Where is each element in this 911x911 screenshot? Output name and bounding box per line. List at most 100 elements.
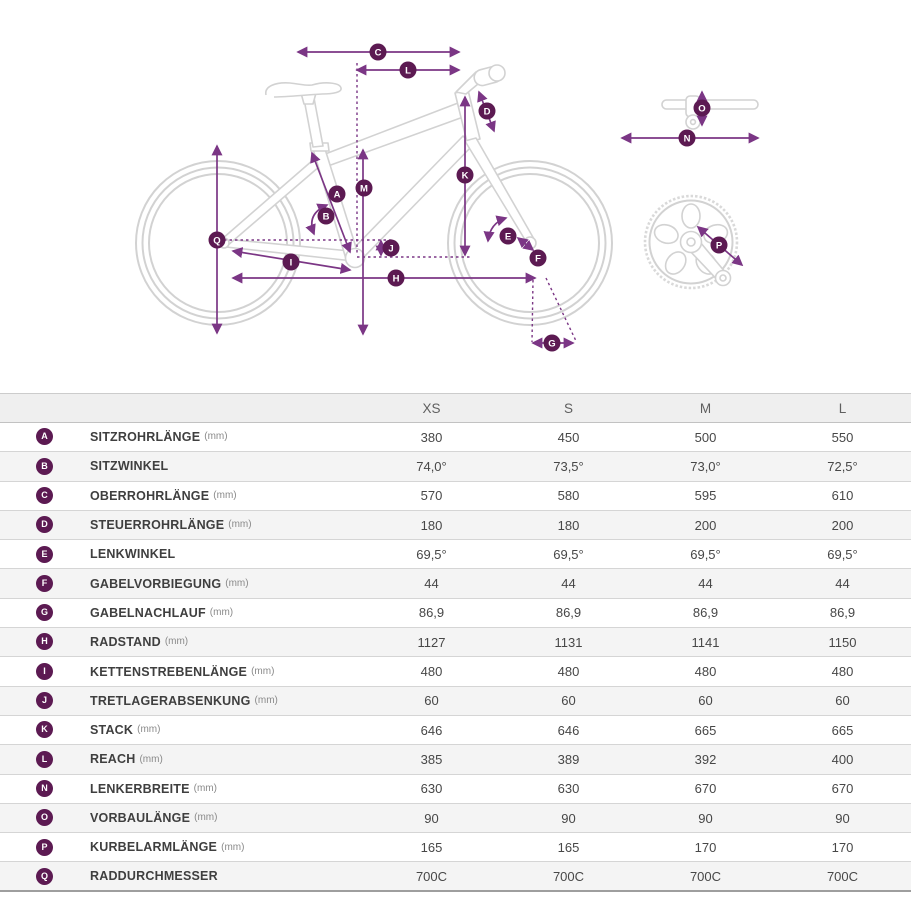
spec-value: 385 bbox=[420, 751, 443, 767]
dim-badge-o bbox=[693, 99, 711, 117]
table-row: K STACK (mm) 646 646 665 665 bbox=[0, 715, 911, 745]
spec-value: 700C bbox=[415, 868, 448, 884]
spec-value: 480 bbox=[420, 664, 443, 680]
dim-badge-letter: C bbox=[375, 47, 382, 58]
spec-value: 480 bbox=[557, 664, 580, 680]
spec-value: 570 bbox=[420, 488, 443, 504]
row-label: KURBELARMLÄNGE bbox=[90, 840, 218, 855]
row-letter-badge: A bbox=[36, 428, 53, 446]
spec-value: 74,0° bbox=[416, 458, 447, 474]
dim-arc-b bbox=[305, 203, 329, 236]
dim-badge-i bbox=[282, 253, 300, 271]
front-wheel bbox=[447, 160, 613, 326]
row-label: RADSTAND bbox=[90, 634, 161, 649]
dim-badge-q bbox=[208, 231, 226, 249]
table-row: Q RADDURCHMESSER 700C 700C 700C 700C bbox=[0, 861, 911, 892]
dim-line-f bbox=[516, 236, 535, 252]
row-letter-badge: F bbox=[36, 574, 53, 592]
row-unit: (mm) bbox=[228, 519, 252, 531]
dim-badge-c bbox=[369, 43, 387, 61]
spec-value: 700C bbox=[689, 868, 722, 884]
spec-value: 73,0° bbox=[690, 458, 721, 474]
dim-badge-letter: I bbox=[290, 257, 293, 268]
spec-value: 165 bbox=[557, 839, 580, 855]
row-letter-badge: I bbox=[36, 662, 53, 680]
table-row: P KURBELARMLÄNGE (mm) 165 165 170 170 bbox=[0, 832, 911, 862]
row-unit: (mm) bbox=[137, 724, 161, 736]
table-row: J TRETLAGERABSENKUNG (mm) 60 60 60 60 bbox=[0, 686, 911, 716]
row-unit: (mm) bbox=[193, 782, 217, 794]
spec-value: 44 bbox=[698, 576, 713, 592]
row-label: TRETLAGERABSENKUNG bbox=[90, 693, 251, 708]
spec-value: 165 bbox=[420, 839, 443, 855]
dim-badge-e bbox=[499, 227, 517, 245]
spec-value: 86,9 bbox=[692, 605, 719, 621]
spec-value: 73,5° bbox=[553, 458, 584, 474]
table-row: I KETTENSTREBENLÄNGE (mm) 480 480 480 480 bbox=[0, 656, 911, 687]
row-label: OBERROHRLÄNGE bbox=[90, 488, 210, 503]
spec-value: 86,9 bbox=[555, 605, 582, 621]
handlebar-top-view bbox=[661, 95, 759, 130]
dim-badge-letter: B bbox=[323, 211, 330, 222]
spec-value: 90 bbox=[561, 810, 576, 826]
dim-badge-letter: A bbox=[334, 189, 341, 200]
spec-value: 646 bbox=[420, 722, 443, 738]
spec-value: 60 bbox=[698, 693, 713, 709]
spec-value: 400 bbox=[831, 751, 854, 767]
dim-arc-e bbox=[483, 215, 508, 243]
dim-badge-letter: O bbox=[698, 103, 705, 114]
row-letter-badge: Q bbox=[36, 867, 53, 885]
dim-badge-letter: Q bbox=[213, 235, 220, 246]
dim-badge-letter: M bbox=[360, 183, 368, 194]
row-label: LENKWINKEL bbox=[90, 547, 176, 562]
spec-table-body: A SITZROHRLÄNGE (mm) 380 450 500 550 B SITZWINKE… bbox=[0, 422, 911, 892]
row-unit: (mm) bbox=[194, 812, 218, 824]
spec-value: 90 bbox=[698, 810, 713, 826]
saddle bbox=[265, 82, 342, 98]
table-row: E LENKWINKEL 69,5° 69,5° 69,5° 69,5° bbox=[0, 539, 911, 569]
dim-badge-letter: J bbox=[388, 243, 393, 254]
spec-value: 1131 bbox=[554, 634, 583, 650]
row-unit: (mm) bbox=[213, 490, 237, 501]
spec-value: 60 bbox=[835, 693, 850, 709]
row-unit: (mm) bbox=[209, 607, 234, 619]
row-unit: (mm) bbox=[164, 636, 189, 648]
spec-value: 450 bbox=[557, 429, 580, 445]
row-letter-badge: J bbox=[36, 692, 53, 710]
spec-value: 630 bbox=[420, 781, 443, 797]
bike-side-view bbox=[135, 64, 613, 326]
spec-value: 69,5° bbox=[827, 546, 858, 562]
bottom-bracket bbox=[344, 247, 366, 269]
spec-value: 180 bbox=[557, 517, 580, 533]
spec-value: 500 bbox=[694, 429, 717, 445]
row-label: STEUERROHRLÄNGE bbox=[90, 517, 225, 532]
row-unit: (mm) bbox=[221, 841, 245, 853]
table-row: G GABELNACHLAUF (mm) 86,9 86,9 86,9 86,9 bbox=[0, 598, 911, 628]
dim-badge-g bbox=[543, 334, 561, 352]
dim-badge-letter: H bbox=[393, 273, 400, 284]
size-header-row: XS S M L bbox=[0, 393, 911, 423]
spec-value: 60 bbox=[561, 693, 576, 709]
row-label: RADDURCHMESSER bbox=[90, 869, 218, 884]
spec-value: 44 bbox=[424, 576, 439, 592]
table-row: L REACH (mm) 385 389 392 400 bbox=[0, 744, 911, 775]
dim-badge-f bbox=[529, 249, 547, 267]
table-row: B SITZWINKEL 74,0° 73,5° 73,0° 72,5° bbox=[0, 451, 911, 482]
dim-badge-letter: P bbox=[716, 240, 723, 251]
row-letter-badge: G bbox=[36, 604, 53, 622]
dim-badge-letter: E bbox=[505, 231, 511, 242]
spec-value: 550 bbox=[831, 429, 854, 445]
row-letter-badge: B bbox=[36, 457, 53, 475]
spec-value: 595 bbox=[694, 488, 717, 504]
spec-label-column-header bbox=[0, 393, 363, 423]
table-row: H RADSTAND (mm) 1127 1131 1141 1150 bbox=[0, 627, 911, 657]
dim-badge-h bbox=[387, 269, 405, 287]
row-letter-badge: E bbox=[36, 545, 53, 563]
spec-value: 700C bbox=[826, 868, 859, 884]
dim-badge-letter: N bbox=[684, 133, 691, 144]
spec-value: 86,9 bbox=[418, 605, 445, 621]
row-unit: (mm) bbox=[139, 753, 163, 765]
size-column-header-s: S bbox=[500, 393, 637, 423]
spec-value: 90 bbox=[424, 810, 439, 826]
table-row: C OBERROHRLÄNGE (mm) 570 580 595 610 bbox=[0, 481, 911, 511]
